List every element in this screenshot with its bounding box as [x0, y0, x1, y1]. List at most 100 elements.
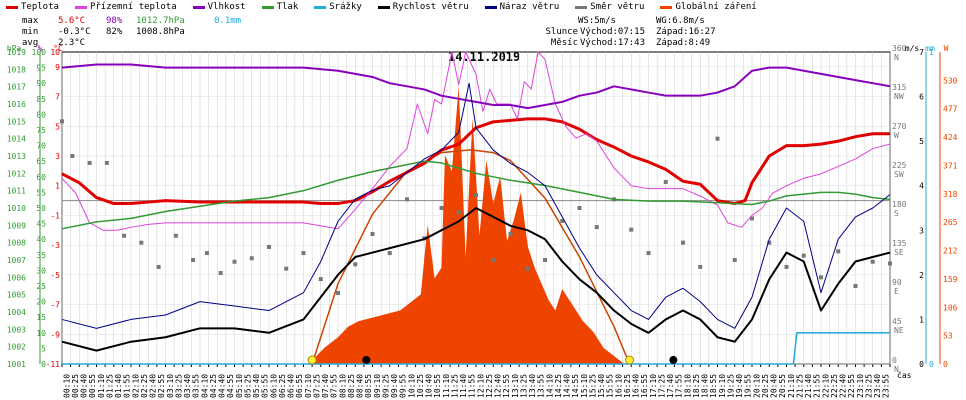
pressure-tick-label: 1010: [7, 204, 26, 213]
temperature-tick-label: -7: [50, 301, 60, 310]
x-tick-label: 21:55: [813, 374, 822, 398]
x-tick-label: 18:40: [701, 374, 710, 398]
x-tick-label: 06:55: [295, 374, 304, 398]
stats-min-press: 1008.8hPa: [136, 27, 185, 37]
x-tick-label: 23:40: [873, 374, 882, 398]
x-tick-label: 22:25: [830, 374, 839, 398]
x-tick-label: 04:10: [200, 374, 209, 398]
legend-label: Teplota: [21, 2, 59, 12]
humidity-tick-label: 40: [36, 235, 46, 244]
legend-label: Přízemní teplota: [89, 2, 177, 12]
x-tick-label: 19:55: [744, 374, 753, 398]
rain-tick-label: 1: [929, 48, 934, 57]
wind-direction-point: [456, 210, 461, 215]
wind-summary-row: WS:5m/s WG:6.8m/s: [528, 16, 716, 27]
radiation-tick-label: 424: [943, 133, 958, 142]
x-tick-label: 07:40: [321, 374, 330, 398]
mesic-zapad: Západ:8:49: [656, 38, 711, 48]
x-tick-label: 08:25: [347, 374, 356, 398]
wind-direction-point: [888, 261, 892, 266]
stats-max-temp: 5.6°C: [58, 16, 86, 26]
x-tick-label: 20:40: [770, 374, 779, 398]
x-tick-label: 00:40: [80, 374, 89, 398]
x-tick-label: 02:40: [149, 374, 158, 398]
humidity-axis-label: %: [38, 44, 43, 53]
x-tick-label: 20:10: [752, 374, 761, 398]
temperature-tick-label: 5: [55, 122, 60, 131]
x-tick-label: 06:40: [287, 374, 296, 398]
x-tick-label: 11:25: [450, 374, 459, 398]
direction-tick-value: 45: [892, 317, 902, 326]
wind-direction-point: [577, 206, 582, 210]
x-tick-label: 13:55: [537, 374, 546, 398]
x-tick-label: 01:25: [105, 374, 114, 398]
sunrise-icon: [307, 355, 317, 365]
wind-direction-point: [767, 240, 772, 245]
wind-direction-point: [853, 284, 858, 288]
pressure-tick-label: 1002: [7, 343, 26, 352]
x-tick-label: 16:10: [614, 374, 623, 398]
x-axis-label: čas: [897, 370, 912, 380]
stats-max-press: 1012.7hPa: [136, 16, 185, 26]
wind-direction-point: [801, 253, 806, 258]
humidity-tick-label: 95: [36, 64, 46, 73]
x-tick-label: 07:25: [312, 374, 321, 398]
x-tick-label: 15:25: [588, 374, 597, 398]
temperature-axis-label: °C: [53, 44, 63, 53]
legend-swatch: [261, 5, 274, 9]
wind-direction-point: [594, 225, 599, 230]
clear-sky-curve: [311, 149, 631, 365]
pressure-tick-label: 1007: [7, 256, 26, 265]
temperature-tick-label: -3: [50, 241, 60, 250]
x-tick-label: 11:40: [459, 374, 468, 398]
wind-direction-point: [87, 160, 92, 165]
direction-tick-value: 360: [892, 44, 907, 53]
wind-tick-label: 7: [919, 48, 924, 57]
x-tick-label: 02:10: [131, 374, 140, 398]
direction-tick-value: 135: [892, 239, 907, 248]
x-tick-label: 14:40: [563, 374, 572, 398]
humidity-tick-label: 100: [32, 48, 47, 57]
x-tick-label: 18:25: [692, 374, 701, 398]
wind-direction-point: [173, 233, 178, 238]
series-line: [62, 332, 890, 365]
x-tick-label: 00:55: [88, 374, 97, 398]
mesic-vychod: Východ:17:43: [580, 38, 646, 48]
legend-item: Tlak: [256, 0, 298, 14]
humidity-tick-label: 70: [36, 142, 46, 151]
temperature-tick-label: 3: [55, 152, 60, 161]
x-tick-label: 09:10: [373, 374, 382, 398]
x-tick-label: 09:25: [381, 374, 390, 398]
series-line: [61, 51, 891, 231]
x-tick-label: 10:55: [433, 374, 442, 398]
x-tick-label: 05:55: [261, 374, 270, 398]
wind-tick-label: 1: [919, 315, 924, 324]
x-tick-label: 16:55: [640, 374, 649, 398]
stats-block: max 5.6°C 98% 1012.7hPa 0.1mm min -0.3°C 82% 10…: [22, 16, 241, 49]
wg-value: WG:6.8m/s: [656, 16, 705, 26]
wind-direction-point: [249, 256, 254, 261]
x-tick-label: 22:10: [821, 374, 830, 398]
x-tick-label: 03:25: [174, 374, 183, 398]
x-tick-label: 17:10: [649, 374, 658, 398]
x-tick-label: 07:55: [330, 374, 339, 398]
wind-direction-point: [191, 258, 196, 262]
pressure-tick-label: 1015: [7, 117, 26, 126]
moon-row: Měsíc Východ:17:43 Západ:8:49: [528, 38, 716, 49]
x-tick-label: 16:40: [632, 374, 641, 398]
wind-direction-point: [139, 240, 144, 245]
humidity-tick-label: 80: [36, 110, 46, 119]
x-tick-label: 14:25: [554, 374, 563, 398]
stats-min-row: min -0.3°C 82% 1008.8hPa: [22, 27, 241, 38]
temperature-tick-label: 7: [55, 93, 60, 102]
stats-min-label: min: [22, 27, 39, 37]
stats-min-temp: -0.3°C: [58, 27, 91, 37]
humidity-tick-label: 55: [36, 188, 46, 197]
radiation-area: [313, 85, 625, 364]
x-tick-label: 06:10: [269, 374, 278, 398]
legend-item: Teplota: [0, 0, 59, 14]
wind-direction-point: [784, 264, 789, 269]
stats-avg-temp: 2.3°C: [58, 38, 86, 48]
wind-direction-point: [491, 258, 496, 262]
stats-min-hum: 82%: [106, 27, 123, 37]
